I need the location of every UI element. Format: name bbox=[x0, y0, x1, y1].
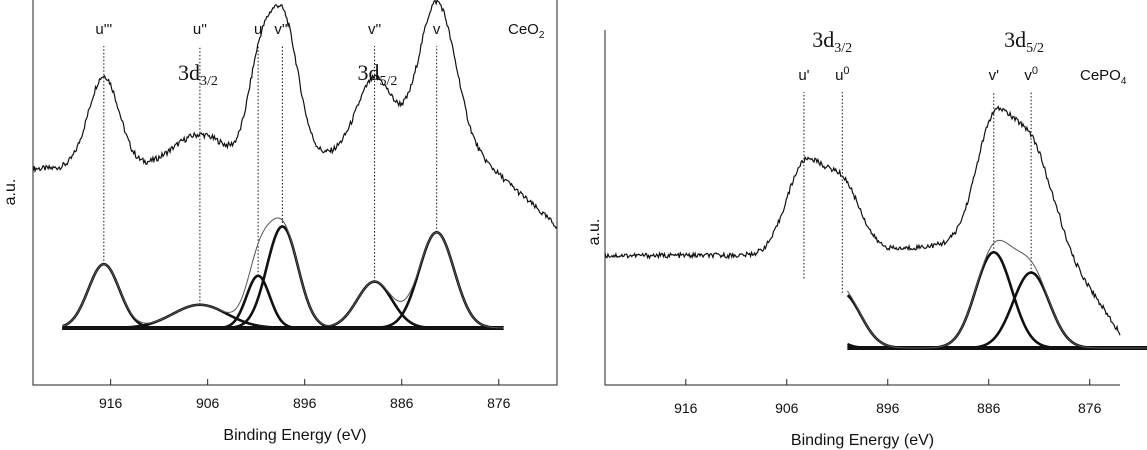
peak-label: v'' bbox=[368, 21, 381, 38]
peak-label-text: u'' bbox=[193, 21, 207, 38]
peak-label-text: v''' bbox=[274, 21, 290, 38]
panel-2: 916 906 896 886 876 Binding Energy (eV) a.u. Ce… bbox=[586, 27, 1147, 449]
peak-label: u0 bbox=[835, 65, 849, 84]
x-tick-label: 896 bbox=[876, 400, 900, 416]
peak-label-superscript: 0 bbox=[1032, 65, 1038, 77]
peak-label-text: u' bbox=[798, 67, 809, 84]
sample-label: CePO4 bbox=[1080, 67, 1127, 87]
peak-label-text: v' bbox=[989, 67, 1000, 84]
y-axis-label: a.u. bbox=[586, 219, 603, 246]
component-peak bbox=[217, 227, 347, 328]
x-tick-label: 886 bbox=[977, 400, 1001, 416]
sample-subscript: 2 bbox=[539, 30, 545, 41]
x-tick-label: 906 bbox=[196, 395, 220, 411]
component-peak bbox=[301, 282, 448, 328]
x-tick-label: 916 bbox=[674, 400, 698, 416]
sample-name: CePO bbox=[1080, 67, 1121, 84]
peak-label: v0 bbox=[1024, 65, 1038, 84]
x-tick-label: 906 bbox=[775, 400, 799, 416]
region-subscript: 3/2 bbox=[200, 74, 218, 89]
plot-frame bbox=[605, 30, 1120, 385]
region-main: 3d bbox=[812, 27, 834, 52]
x-tick-label: 916 bbox=[99, 395, 123, 411]
x-axis-label: Binding Energy (eV) bbox=[223, 427, 366, 444]
peak-label-superscript: 0 bbox=[843, 65, 849, 77]
peak-label: v bbox=[433, 21, 441, 38]
region-main: 3d bbox=[1004, 27, 1026, 52]
region-main: 3d bbox=[178, 60, 200, 85]
region-subscript: 3/2 bbox=[834, 41, 852, 56]
y-axis-label: a.u. bbox=[2, 179, 19, 206]
x-tick-label: 876 bbox=[487, 395, 511, 411]
peak-label-text: u''' bbox=[95, 21, 112, 38]
region-label: 3d5/2 bbox=[358, 60, 398, 89]
region-label: 3d3/2 bbox=[812, 27, 852, 56]
experimental-spectrum bbox=[605, 107, 1120, 336]
sample-subscript: 4 bbox=[1121, 76, 1127, 87]
panel-1: 916 906 896 886 876 Binding Energy (eV) a.u. Ce… bbox=[2, 0, 557, 444]
x-tick-label: 886 bbox=[390, 395, 414, 411]
peak-label: u'' bbox=[193, 21, 207, 38]
peak-label: v' bbox=[989, 67, 1000, 84]
region-subscript: 5/2 bbox=[1026, 41, 1044, 56]
x-tick-label: 876 bbox=[1078, 400, 1102, 416]
peak-label-text: v'' bbox=[368, 21, 381, 38]
peak-label: u' bbox=[798, 67, 809, 84]
component-peak bbox=[63, 264, 169, 328]
x-tick-label: 896 bbox=[293, 395, 317, 411]
region-label: 3d5/2 bbox=[1004, 27, 1044, 56]
peak-label: u''' bbox=[95, 21, 112, 38]
peak-label-text: v bbox=[433, 21, 441, 38]
x-axis-label: Binding Energy (eV) bbox=[791, 432, 934, 449]
component-peak bbox=[848, 295, 919, 348]
fit-envelope bbox=[847, 240, 1147, 348]
region-label: 3d3/2 bbox=[178, 60, 218, 89]
component-peak bbox=[363, 232, 503, 328]
peak-label-text: u bbox=[835, 67, 843, 84]
sample-name: CeO bbox=[508, 21, 539, 38]
peak-label-text: u bbox=[254, 21, 262, 38]
peak-label: u bbox=[254, 21, 262, 38]
peak-label: v''' bbox=[274, 21, 290, 38]
sample-label: CeO2 bbox=[508, 21, 545, 41]
